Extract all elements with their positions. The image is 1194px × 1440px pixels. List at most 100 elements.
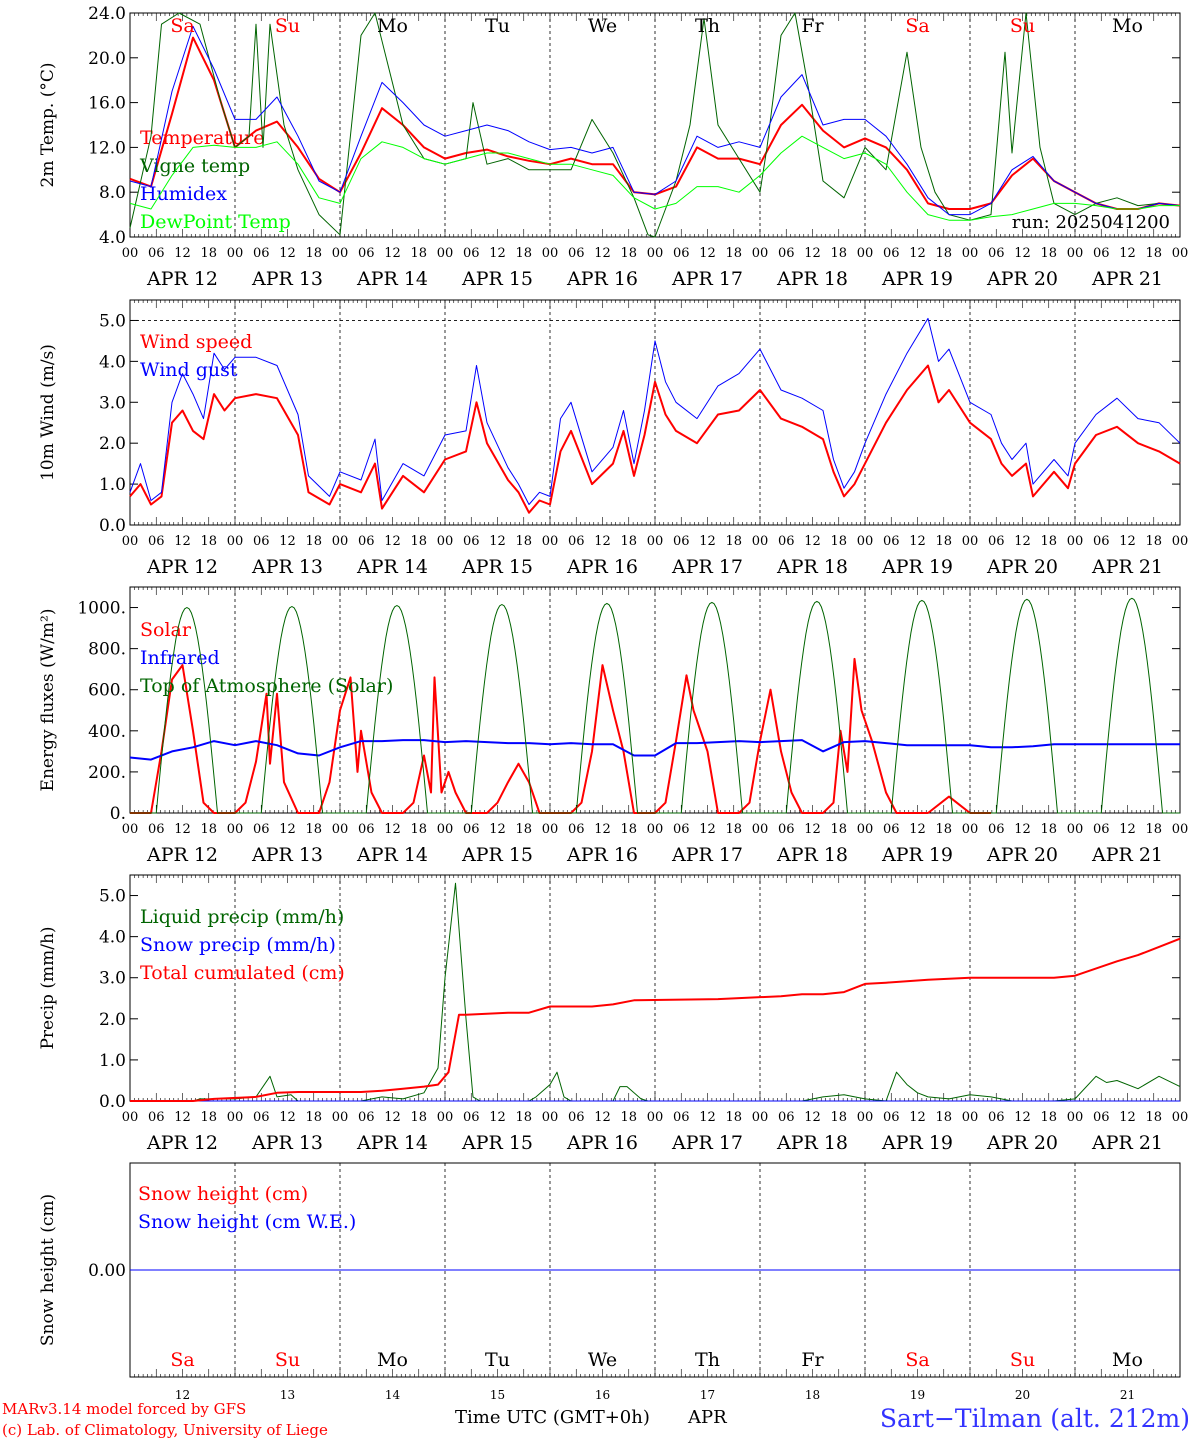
hour-tick-label: 06	[568, 1110, 585, 1125]
date-label: APR 19	[881, 556, 953, 578]
hour-tick-label: 12	[594, 1110, 611, 1125]
hour-tick-label: 12	[489, 246, 506, 261]
y-tick-label: 4.0	[99, 928, 126, 948]
hour-tick-label: 18	[305, 246, 322, 261]
hour-tick-label: 00	[752, 246, 769, 261]
y-tick-label: 5.0	[99, 311, 126, 331]
hour-tick-label: 00	[647, 534, 664, 549]
footer-month: APR	[687, 1407, 727, 1428]
weekday-label: Su	[275, 15, 300, 37]
hour-tick-label: 18	[935, 534, 952, 549]
date-label: APR 15	[461, 268, 533, 290]
date-label: APR 14	[356, 556, 428, 578]
y-axis-label: 10m Wind (m/s)	[38, 344, 58, 481]
hour-tick-label: 06	[148, 246, 165, 261]
hour-tick-label: 12	[279, 1110, 296, 1125]
hour-tick-label: 00	[962, 822, 979, 837]
hour-tick-label: 18	[305, 822, 322, 837]
y-axis-label: Precip (mm/h)	[38, 926, 58, 1049]
date-label: APR 12	[146, 268, 218, 290]
date-label: APR 21	[1091, 844, 1163, 866]
weekday-label: Sa	[905, 15, 929, 37]
hour-tick-label: 06	[1093, 534, 1110, 549]
hour-tick-label: 18	[1145, 822, 1162, 837]
hour-tick-label: 06	[568, 534, 585, 549]
panel-precip: 0.0 1.0 2.0 3.0 4.0 5.0 Precip (mm/h) 00 06 12 18 A…	[38, 874, 1189, 1154]
hour-tick-label: 00	[122, 1110, 139, 1125]
hour-tick-label: 12	[174, 1110, 191, 1125]
date-label: APR 17	[671, 844, 743, 866]
footer-xlabel: Time UTC (GMT+0h)	[455, 1407, 650, 1428]
y-axis-label: Energy fluxes (W/m²)	[38, 609, 58, 792]
hour-tick-label: 18	[200, 1110, 217, 1125]
hour-tick-label: 00	[752, 822, 769, 837]
series-line-infrared	[129, 739, 1180, 761]
y-axis-label: 2m Temp. (°C)	[38, 62, 58, 187]
hour-tick-label: 06	[673, 822, 690, 837]
y-tick-label: 1.0	[99, 1051, 126, 1071]
series-line-wind-gust	[129, 317, 1181, 505]
hour-tick-label: 00	[122, 822, 139, 837]
hour-tick-label: 06	[253, 822, 270, 837]
hour-tick-label: 00	[647, 822, 664, 837]
hour-tick-label: 06	[148, 1110, 165, 1125]
run-annotation: run: 2025041200	[1012, 212, 1170, 233]
hour-tick-label: 18	[410, 1110, 427, 1125]
date-label: APR 19	[881, 268, 953, 290]
hour-tick-label: 12	[489, 1110, 506, 1125]
weekday-label: Mo	[1112, 15, 1143, 37]
hour-tick-label: 18	[725, 822, 742, 837]
hour-tick-label: 00	[1172, 1110, 1189, 1125]
panel-wind: 0.0 1.0 2.0 3.0 4.0 5.0 10m Wind (m/s) 00 06 12 18…	[38, 299, 1189, 578]
hour-tick-label: 12	[1014, 246, 1031, 261]
panel-snow: 0.00 Snow height (cm) Snow height (cm) Snow…	[38, 1162, 1181, 1402]
legend-entry: Humidex	[140, 183, 227, 205]
date-label: APR 14	[356, 1132, 428, 1154]
hour-tick-label: 12	[804, 822, 821, 837]
y-tick-label: 24.0	[88, 4, 126, 24]
hour-tick-label: 06	[988, 1110, 1005, 1125]
hour-tick-label: 18	[200, 534, 217, 549]
hour-tick-label: 18	[1040, 822, 1057, 837]
y-tick-label: 400.	[88, 722, 126, 742]
hour-tick-label: 06	[463, 822, 480, 837]
hour-tick-label: 12	[1014, 1110, 1031, 1125]
hour-tick-label: 18	[935, 246, 952, 261]
weekday-label: Su	[1010, 15, 1035, 37]
date-label: APR 16	[566, 556, 638, 578]
y-tick-label: 1.0	[99, 475, 126, 495]
y-tick-label: 0.00	[88, 1261, 126, 1281]
series-line-dewpoint-temp	[129, 135, 1180, 221]
hour-tick-label: 00	[1172, 534, 1189, 549]
date-label: APR 14	[356, 268, 428, 290]
hour-tick-label: 00	[122, 246, 139, 261]
hour-tick-label: 12	[909, 246, 926, 261]
footer-day-label: 19	[910, 1388, 925, 1402]
weekday-label: Fr	[801, 15, 824, 37]
hour-tick-label: 06	[673, 246, 690, 261]
hour-tick-label: 00	[752, 1110, 769, 1125]
hour-tick-label: 00	[962, 1110, 979, 1125]
weekday-label: Fr	[801, 1349, 824, 1371]
hour-tick-label: 00	[332, 822, 349, 837]
hour-tick-label: 00	[857, 1110, 874, 1125]
legend-entry: Wind gust	[140, 359, 238, 381]
date-label: APR 13	[251, 268, 323, 290]
hour-tick-label: 12	[489, 822, 506, 837]
weekday-label: We	[588, 1349, 617, 1371]
hour-tick-label: 00	[752, 534, 769, 549]
hour-tick-label: 06	[148, 822, 165, 837]
hour-tick-label: 18	[1040, 246, 1057, 261]
hour-tick-label: 06	[358, 246, 375, 261]
date-label: APR 20	[986, 844, 1058, 866]
date-label: APR 15	[461, 1132, 533, 1154]
hour-tick-label: 06	[358, 1110, 375, 1125]
weekday-label: Tu	[485, 15, 510, 37]
footer-day-label: 17	[700, 1388, 715, 1402]
hour-tick-label: 18	[305, 534, 322, 549]
series-line-wind-speed	[129, 364, 1181, 514]
hour-tick-label: 06	[883, 534, 900, 549]
hour-tick-label: 18	[830, 246, 847, 261]
date-label: APR 16	[566, 268, 638, 290]
date-label: APR 19	[881, 1132, 953, 1154]
